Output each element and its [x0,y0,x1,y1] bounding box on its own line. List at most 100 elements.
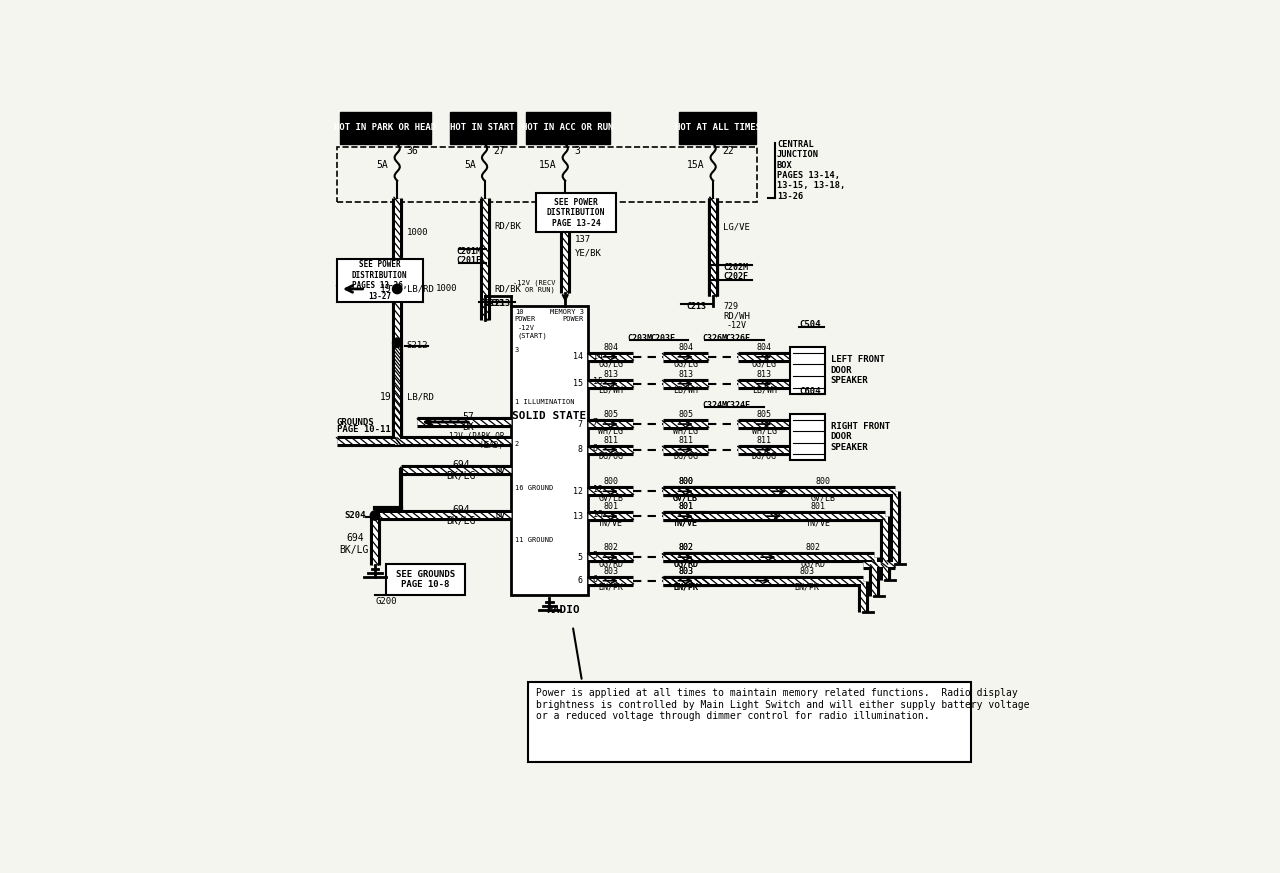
Text: OG/LG: OG/LG [751,359,777,368]
Text: DG/OG: DG/OG [751,452,777,461]
Text: BK/LG: BK/LG [339,545,369,554]
Text: 15A: 15A [687,161,704,170]
Text: OG/RD: OG/RD [598,560,623,568]
Text: BK/LG: BK/LG [447,471,476,481]
Text: GROUNDS: GROUNDS [337,417,374,427]
Bar [791,347,826,394]
Text: C604: C604 [800,388,822,396]
Text: GV/LB: GV/LB [598,493,623,503]
Text: LG/VE: LG/VE [723,223,750,231]
Text: 6: 6 [593,574,598,584]
Text: 802: 802 [603,543,618,553]
Text: LEFT FRONT
DOOR
SPEAKER: LEFT FRONT DOOR SPEAKER [831,355,884,385]
Text: 19: 19 [380,284,392,294]
Text: RIGHT FRONT
DOOR
SPEAKER: RIGHT FRONT DOOR SPEAKER [831,422,890,451]
Text: HOT IN PARK OR HEAD: HOT IN PARK OR HEAD [334,123,436,133]
Text: 10
POWER: 10 POWER [515,309,536,322]
Bar [340,112,431,144]
Text: 19: 19 [380,392,392,402]
Text: 15: 15 [572,379,582,388]
Text: -12V: -12V [727,320,746,330]
Text: 801: 801 [603,502,618,512]
Text: GV/LB: GV/LB [673,493,698,503]
Text: 12: 12 [572,487,582,496]
Text: HEAD): HEAD) [481,441,504,450]
Text: OG/RD: OG/RD [800,560,826,568]
Text: 803: 803 [678,567,692,576]
Text: 694: 694 [452,460,470,470]
Circle shape [393,285,402,293]
Text: RD/BK: RD/BK [494,285,521,293]
Text: 801: 801 [678,502,692,512]
Text: C213: C213 [686,302,707,311]
Text: 57: 57 [462,412,474,422]
Text: 12: 12 [593,485,603,494]
Text: 811: 811 [603,436,618,444]
Text: G200: G200 [375,597,397,606]
Text: 813: 813 [756,370,772,379]
Text: 22: 22 [722,147,733,156]
Text: 803: 803 [603,567,618,576]
Text: SEE POWER
DISTRIBUTION
PAGES 13-26,
13-27: SEE POWER DISTRIBUTION PAGES 13-26, 13-2… [352,260,407,300]
Text: WH/LG: WH/LG [751,426,777,436]
Text: 1000: 1000 [436,285,458,293]
Text: C324M: C324M [703,401,727,409]
Bar [678,112,756,144]
Text: 15: 15 [593,377,603,386]
Bar [385,564,465,595]
Text: DG/OG: DG/OG [673,452,698,461]
Text: Power is applied at all times to maintain memory related functions.  Radio displ: Power is applied at all times to maintai… [536,688,1030,721]
Text: -12V
(START): -12V (START) [517,326,548,339]
Text: BN/PK: BN/PK [673,583,698,592]
Text: LB/RD: LB/RD [407,285,434,293]
Bar [526,112,611,144]
Text: 811: 811 [678,436,692,444]
Text: 3: 3 [515,347,520,353]
Circle shape [370,511,380,520]
Text: TN/VE: TN/VE [673,519,698,527]
Text: 801: 801 [678,502,692,512]
Text: OG/LG: OG/LG [673,359,698,368]
Text: OG/RD: OG/RD [673,560,698,568]
Bar [536,194,616,232]
Text: 1 ILLUMINATION: 1 ILLUMINATION [515,399,575,405]
Text: LB/WH: LB/WH [673,386,698,395]
Text: 805: 805 [756,410,772,419]
Text: 7: 7 [593,418,598,427]
Text: RADIO: RADIO [547,605,580,615]
Text: 137: 137 [575,235,591,244]
Text: 36: 36 [406,147,417,156]
Text: GV/LB: GV/LB [812,493,836,503]
Text: 804: 804 [756,343,772,352]
Text: 813: 813 [678,370,692,379]
Text: C326M: C326M [703,333,727,342]
Text: 14: 14 [593,353,603,361]
Text: 802: 802 [678,543,692,553]
Text: TN/VE: TN/VE [673,519,698,527]
Text: 12V (PARK OR: 12V (PARK OR [448,432,504,442]
Text: 7: 7 [577,420,582,429]
Text: 804: 804 [678,343,692,352]
Bar [337,148,756,203]
Text: RD/WH: RD/WH [723,312,750,320]
Text: OG/LG: OG/LG [598,359,623,368]
Text: 804: 804 [603,343,618,352]
Text: PAGE 10-11: PAGE 10-11 [337,425,390,434]
Text: 11 GROUND: 11 GROUND [515,537,553,543]
Text: LB/WH: LB/WH [598,386,623,395]
Text: HOT AT ALL TIMES: HOT AT ALL TIMES [675,123,760,133]
Text: C324F: C324F [726,401,750,409]
Text: C504: C504 [800,320,822,329]
Text: 1000: 1000 [407,228,429,237]
Text: 5A: 5A [376,161,388,170]
Text: C213: C213 [490,299,509,308]
Text: OG/RD: OG/RD [673,560,698,568]
Text: TN/VE: TN/VE [598,519,623,527]
Text: 805: 805 [678,410,692,419]
Text: WH/LG: WH/LG [598,426,623,436]
Bar [449,112,516,144]
Bar [791,414,826,460]
Text: 801: 801 [810,502,826,512]
Text: SEE POWER
DISTRIBUTION
PAGE 13-24: SEE POWER DISTRIBUTION PAGE 13-24 [547,198,605,228]
Text: DV: DV [495,466,506,475]
